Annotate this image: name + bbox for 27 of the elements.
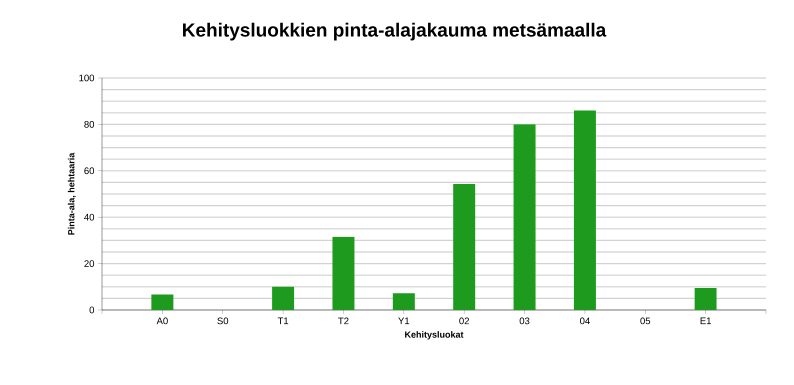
bar <box>453 184 476 310</box>
bar <box>332 236 354 310</box>
y-axis-title: Pinta-ala, hehtaaria <box>68 152 76 235</box>
x-axis-title: Kehitysluokat <box>405 331 464 340</box>
x-tick-label: S0 <box>217 318 228 324</box>
x-tick-label: 03 <box>520 318 530 324</box>
bar <box>694 288 717 310</box>
x-tick-label: T2 <box>338 318 349 324</box>
bar <box>272 286 294 310</box>
y-tick-label: 100 <box>79 74 94 82</box>
y-tick-label: 0 <box>90 306 94 314</box>
y-tick-label: 40 <box>84 214 94 221</box>
x-tick-label: 02 <box>459 318 469 324</box>
bar <box>392 293 415 310</box>
bar <box>514 124 536 310</box>
bar <box>574 110 596 310</box>
y-tick-label: 20 <box>84 260 94 267</box>
y-tick-label: 80 <box>84 121 94 128</box>
x-tick-label: Y1 <box>398 318 410 324</box>
x-tick-label: E1 <box>700 318 711 324</box>
y-tick-label: 60 <box>84 167 94 174</box>
x-tick-label: 05 <box>640 318 650 324</box>
bar <box>151 294 174 310</box>
x-tick-label: A0 <box>156 318 168 324</box>
x-tick-label: 04 <box>580 318 590 324</box>
x-tick-label: T1 <box>278 318 288 324</box>
chart-title: Kehitysluokkien pinta-alajakauma metsämaalla <box>183 22 606 40</box>
